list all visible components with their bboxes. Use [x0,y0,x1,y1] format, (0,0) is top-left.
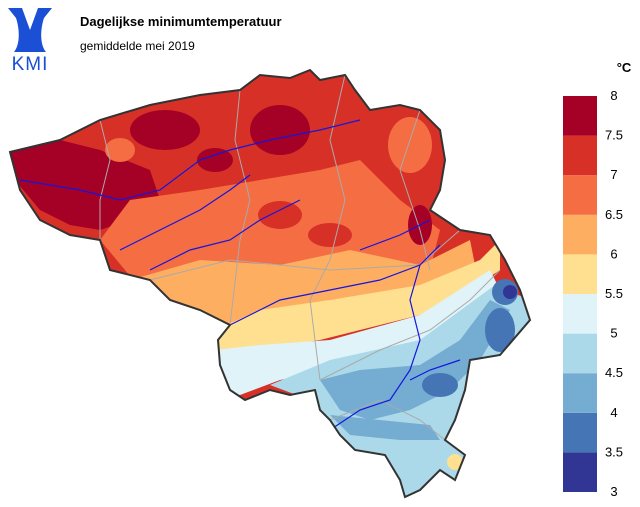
colorbar-tick-label: 6 [610,246,617,261]
colorbar: 3 3.5 4 4.5 5 5.5 6 6.5 7 7.5 8 [563,88,623,499]
colorbar-bin [563,175,597,215]
colorbar-tick-label: 7.5 [605,128,623,143]
title: Dagelijkse minimumtemperatuur [80,14,282,29]
colorbar-tick-label: 4.5 [605,365,623,380]
colorbar-bin [563,373,597,413]
temp-zone [503,285,517,299]
temp-zone [215,270,505,395]
colorbar-tick-label: 7 [610,167,617,182]
colorbar-bin [563,412,597,453]
rivers [19,119,461,431]
logo-mark [8,8,52,52]
temp-zone [215,240,500,360]
temp-zone [320,300,510,420]
temp-zone [10,140,160,230]
logo-text: KMI [12,54,49,75]
colorbar-tick-label: 3 [610,484,617,499]
colorbar-tick-label: 4 [610,405,617,420]
colorbar-bin [563,214,597,255]
temp-zone [447,454,463,470]
logo: KMI [8,8,52,75]
temp-zone [258,201,302,229]
temp-zone [388,117,432,173]
colorbar-bin [563,452,597,492]
temp-zone [422,373,458,397]
subtitle: gemiddelde mei 2019 [80,39,195,53]
colorbar-tick-label: 5.5 [605,286,623,301]
temp-zone [250,105,310,155]
temp-zone [197,148,233,172]
colorbar-bin [563,254,597,294]
borders [99,74,501,441]
temp-zone [130,110,200,150]
colorbar-tick-label: 8 [610,88,617,103]
temp-zone [130,240,480,330]
temp-zone [330,415,440,440]
colorbar-bin [563,96,597,136]
unit: °C [617,60,632,75]
temp-zone [485,308,515,352]
colorbar-tick-label: 6.5 [605,207,623,222]
colorbar-bin [563,333,597,374]
colorbar-tick-label: 5 [610,326,617,341]
colorbar-tick-label: 3.5 [605,444,623,459]
colorbar-bin [563,135,597,176]
colorbar-bin [563,294,597,334]
temp-zone [105,138,135,162]
temp-zone [308,223,352,247]
